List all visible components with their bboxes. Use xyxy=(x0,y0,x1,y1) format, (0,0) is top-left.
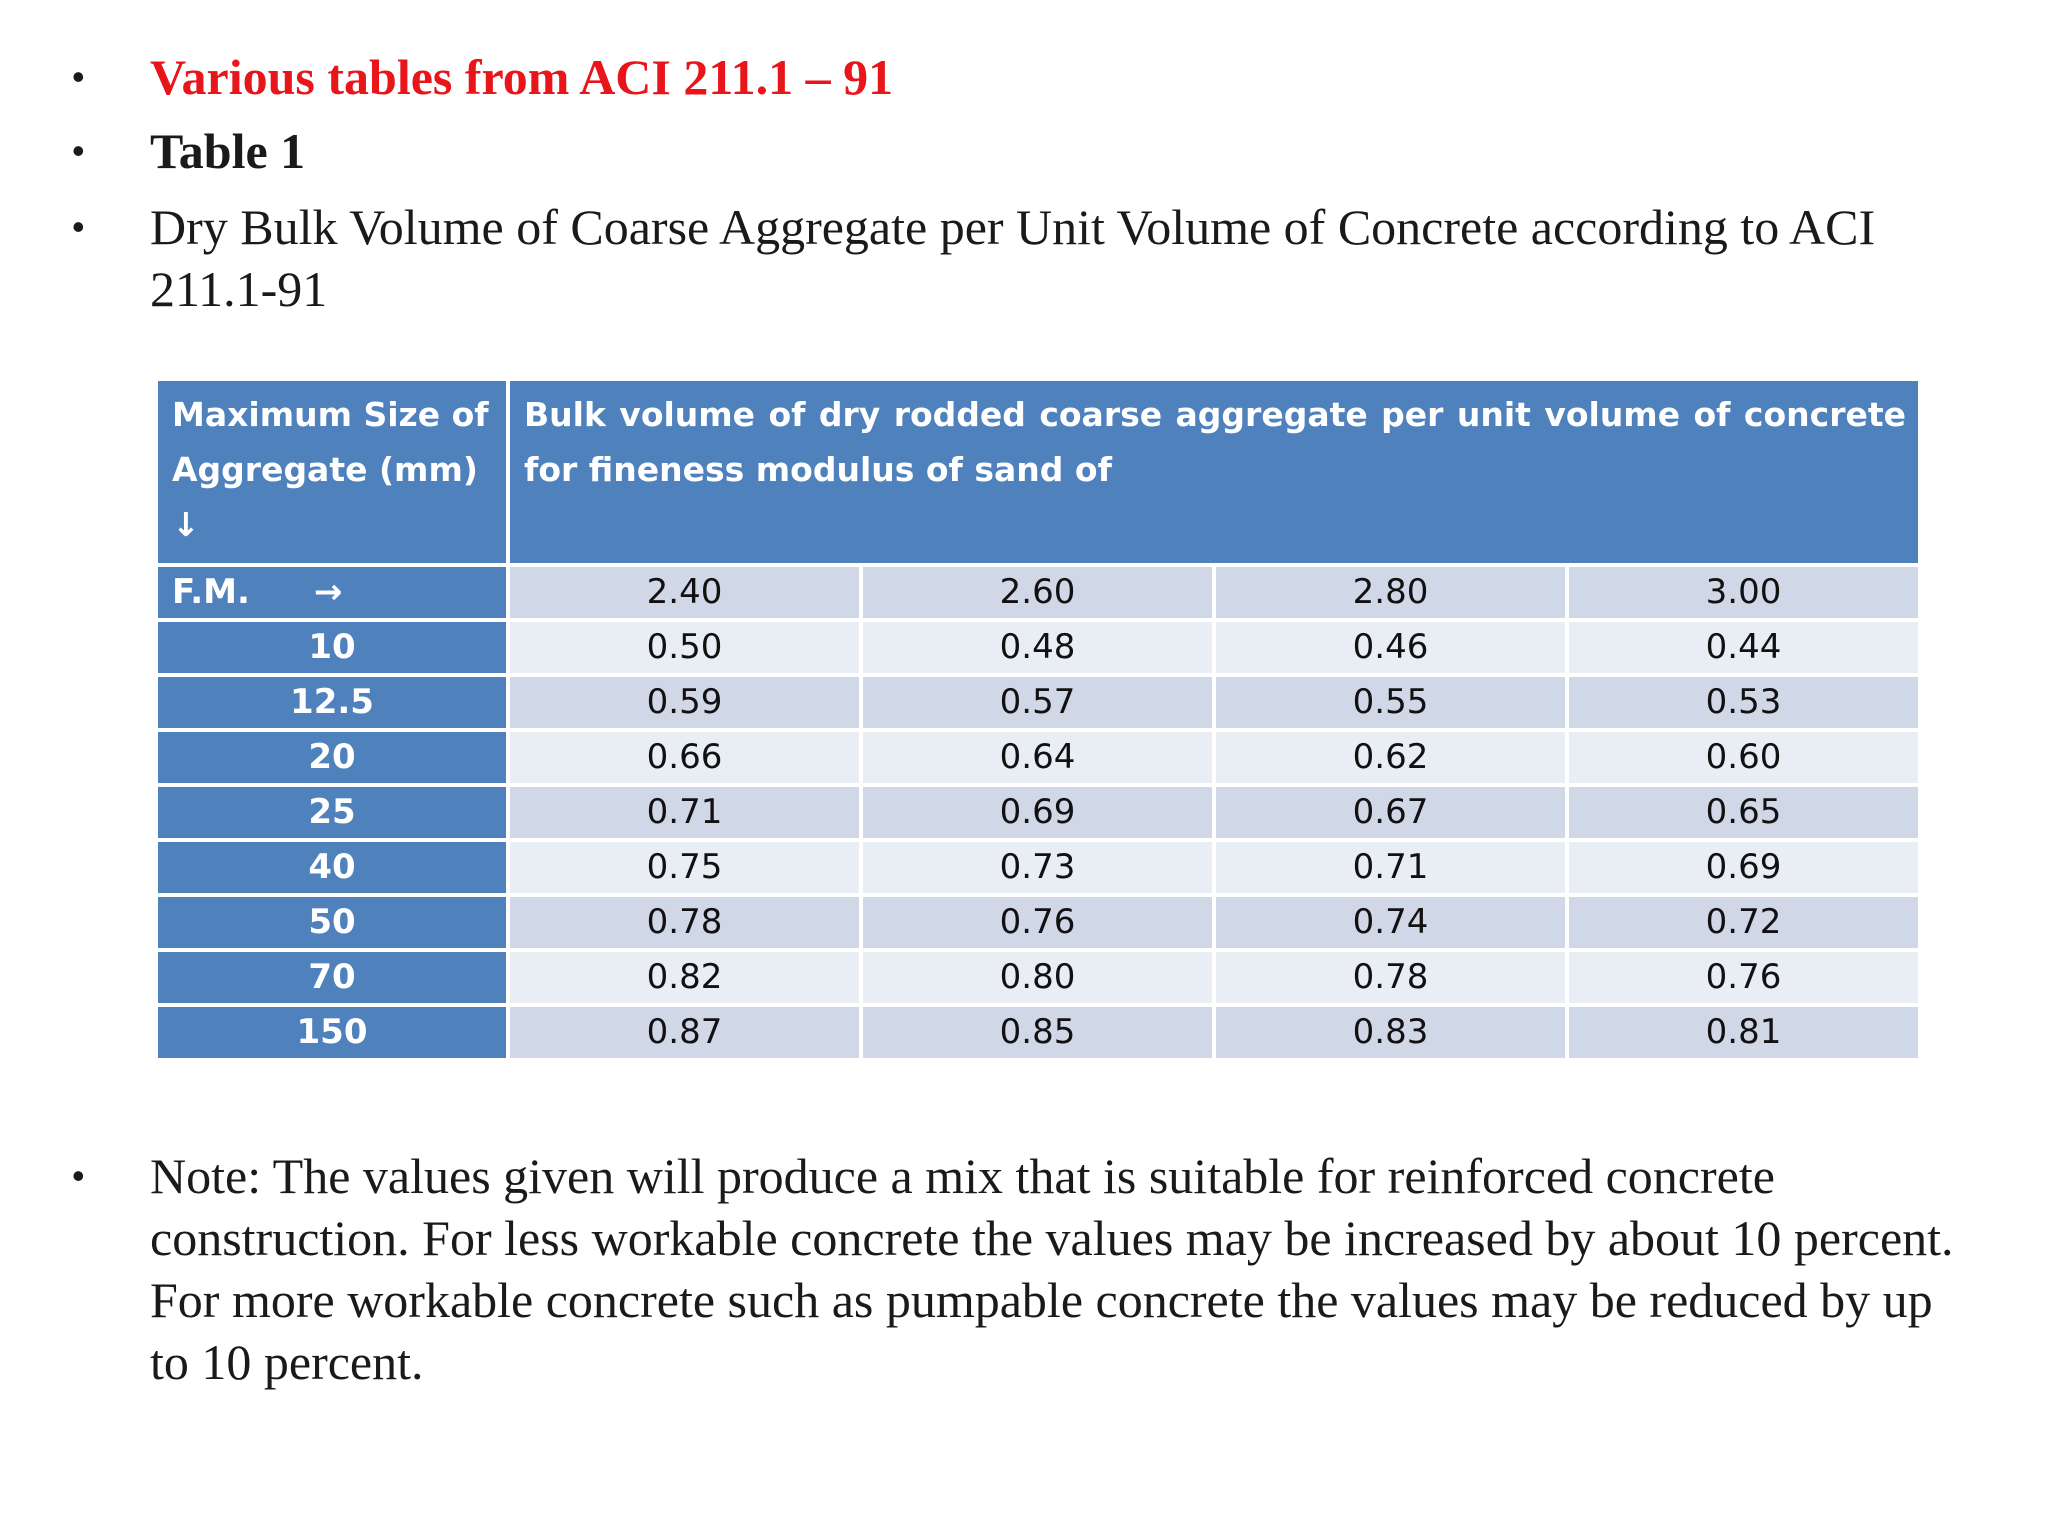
table-cell: 0.85 xyxy=(859,1003,1216,1062)
table-cell: 0.65 xyxy=(1564,783,1923,842)
table-cell: 0.71 xyxy=(1212,838,1569,897)
aggregate-size-cell: 12.5 xyxy=(154,673,510,732)
table-cell: 0.59 xyxy=(506,673,863,732)
table-row: 20 0.66 0.64 0.62 0.60 xyxy=(154,728,1923,787)
table-cell: 0.76 xyxy=(859,893,1216,952)
aggregate-size-cell: 150 xyxy=(154,1003,510,1062)
max-size-header: Maximum Size of Aggregate (mm) ↓ xyxy=(154,377,510,567)
table-row: 25 0.71 0.69 0.67 0.65 xyxy=(154,783,1923,842)
table-cell: 0.69 xyxy=(1564,838,1923,897)
table-header-row: Maximum Size of Aggregate (mm) ↓ Bulk vo… xyxy=(154,377,1923,567)
table-cell: 0.48 xyxy=(859,618,1216,677)
table-cell: 0.55 xyxy=(1212,673,1569,732)
description-bullet: • Dry Bulk Volume of Coarse Aggregate pe… xyxy=(72,196,1972,320)
aggregate-size-cell: 40 xyxy=(154,838,510,897)
aggregate-size-cell: 50 xyxy=(154,893,510,952)
bulk-volume-table: Maximum Size of Aggregate (mm) ↓ Bulk vo… xyxy=(154,377,1923,1062)
fm-value: 2.80 xyxy=(1212,563,1569,622)
aggregate-size-cell: 25 xyxy=(154,783,510,842)
table-cell: 0.64 xyxy=(859,728,1216,787)
aggregate-size-cell: 20 xyxy=(154,728,510,787)
fm-label: F.M. xyxy=(172,572,250,612)
fm-value: 2.40 xyxy=(506,563,863,622)
down-arrow-icon: ↓ xyxy=(172,505,200,544)
fm-label-cell: F.M. → xyxy=(154,563,510,622)
table-cell: 0.50 xyxy=(506,618,863,677)
table-cell: 0.62 xyxy=(1212,728,1569,787)
table-cell: 0.67 xyxy=(1212,783,1569,842)
table-row: 150 0.87 0.85 0.83 0.81 xyxy=(154,1003,1923,1062)
fm-value: 3.00 xyxy=(1564,563,1923,622)
table-cell: 0.44 xyxy=(1564,618,1923,677)
slide-title: Various tables from ACI 211.1 – 91 xyxy=(150,49,894,105)
table-cell: 0.74 xyxy=(1212,893,1569,952)
note-bullet: • Note: The values given will produce a … xyxy=(72,1145,1972,1393)
table-cell: 0.80 xyxy=(859,948,1216,1007)
table-cell: 0.71 xyxy=(506,783,863,842)
table-cell: 0.87 xyxy=(506,1003,863,1062)
table-cell: 0.46 xyxy=(1212,618,1569,677)
table-row: 10 0.50 0.48 0.46 0.44 xyxy=(154,618,1923,677)
table-cell: 0.66 xyxy=(506,728,863,787)
table-label: Table 1 xyxy=(150,123,306,179)
table-cell: 0.60 xyxy=(1564,728,1923,787)
aggregate-size-cell: 10 xyxy=(154,618,510,677)
aggregate-size-cell: 70 xyxy=(154,948,510,1007)
table-row: 70 0.82 0.80 0.78 0.76 xyxy=(154,948,1923,1007)
fm-row: F.M. → 2.40 2.60 2.80 3.00 xyxy=(154,563,1923,622)
bullet-marker: • xyxy=(72,56,85,97)
fm-value: 2.60 xyxy=(859,563,1216,622)
table-cell: 0.57 xyxy=(859,673,1216,732)
table-cell: 0.78 xyxy=(506,893,863,952)
table-row: 50 0.78 0.76 0.74 0.72 xyxy=(154,893,1923,952)
table-cell: 0.82 xyxy=(506,948,863,1007)
table-row: 12.5 0.59 0.57 0.55 0.53 xyxy=(154,673,1923,732)
bullet-marker: • xyxy=(72,130,85,171)
table-cell: 0.81 xyxy=(1564,1003,1923,1062)
table-cell: 0.69 xyxy=(859,783,1216,842)
title-bullet: • Various tables from ACI 211.1 – 91 xyxy=(72,46,1972,108)
table-cell: 0.76 xyxy=(1564,948,1923,1007)
table-cell: 0.53 xyxy=(1564,673,1923,732)
bullet-marker: • xyxy=(72,206,85,247)
table-label-bullet: • Table 1 xyxy=(72,120,1972,182)
table-row: 40 0.75 0.73 0.71 0.69 xyxy=(154,838,1923,897)
table-cell: 0.83 xyxy=(1212,1003,1569,1062)
right-arrow-icon: → xyxy=(313,572,343,612)
note-text: Note: The values given will produce a mi… xyxy=(150,1148,1954,1390)
max-size-header-label: Maximum Size of Aggregate (mm) xyxy=(172,395,489,489)
bulk-volume-header: Bulk volume of dry rodded coarse aggrega… xyxy=(505,377,1923,567)
table-cell: 0.78 xyxy=(1212,948,1569,1007)
table-cell: 0.73 xyxy=(859,838,1216,897)
table-cell: 0.75 xyxy=(506,838,863,897)
table-cell: 0.72 xyxy=(1564,893,1923,952)
table-description: Dry Bulk Volume of Coarse Aggregate per … xyxy=(150,199,1876,317)
bullet-marker: • xyxy=(72,1155,85,1196)
